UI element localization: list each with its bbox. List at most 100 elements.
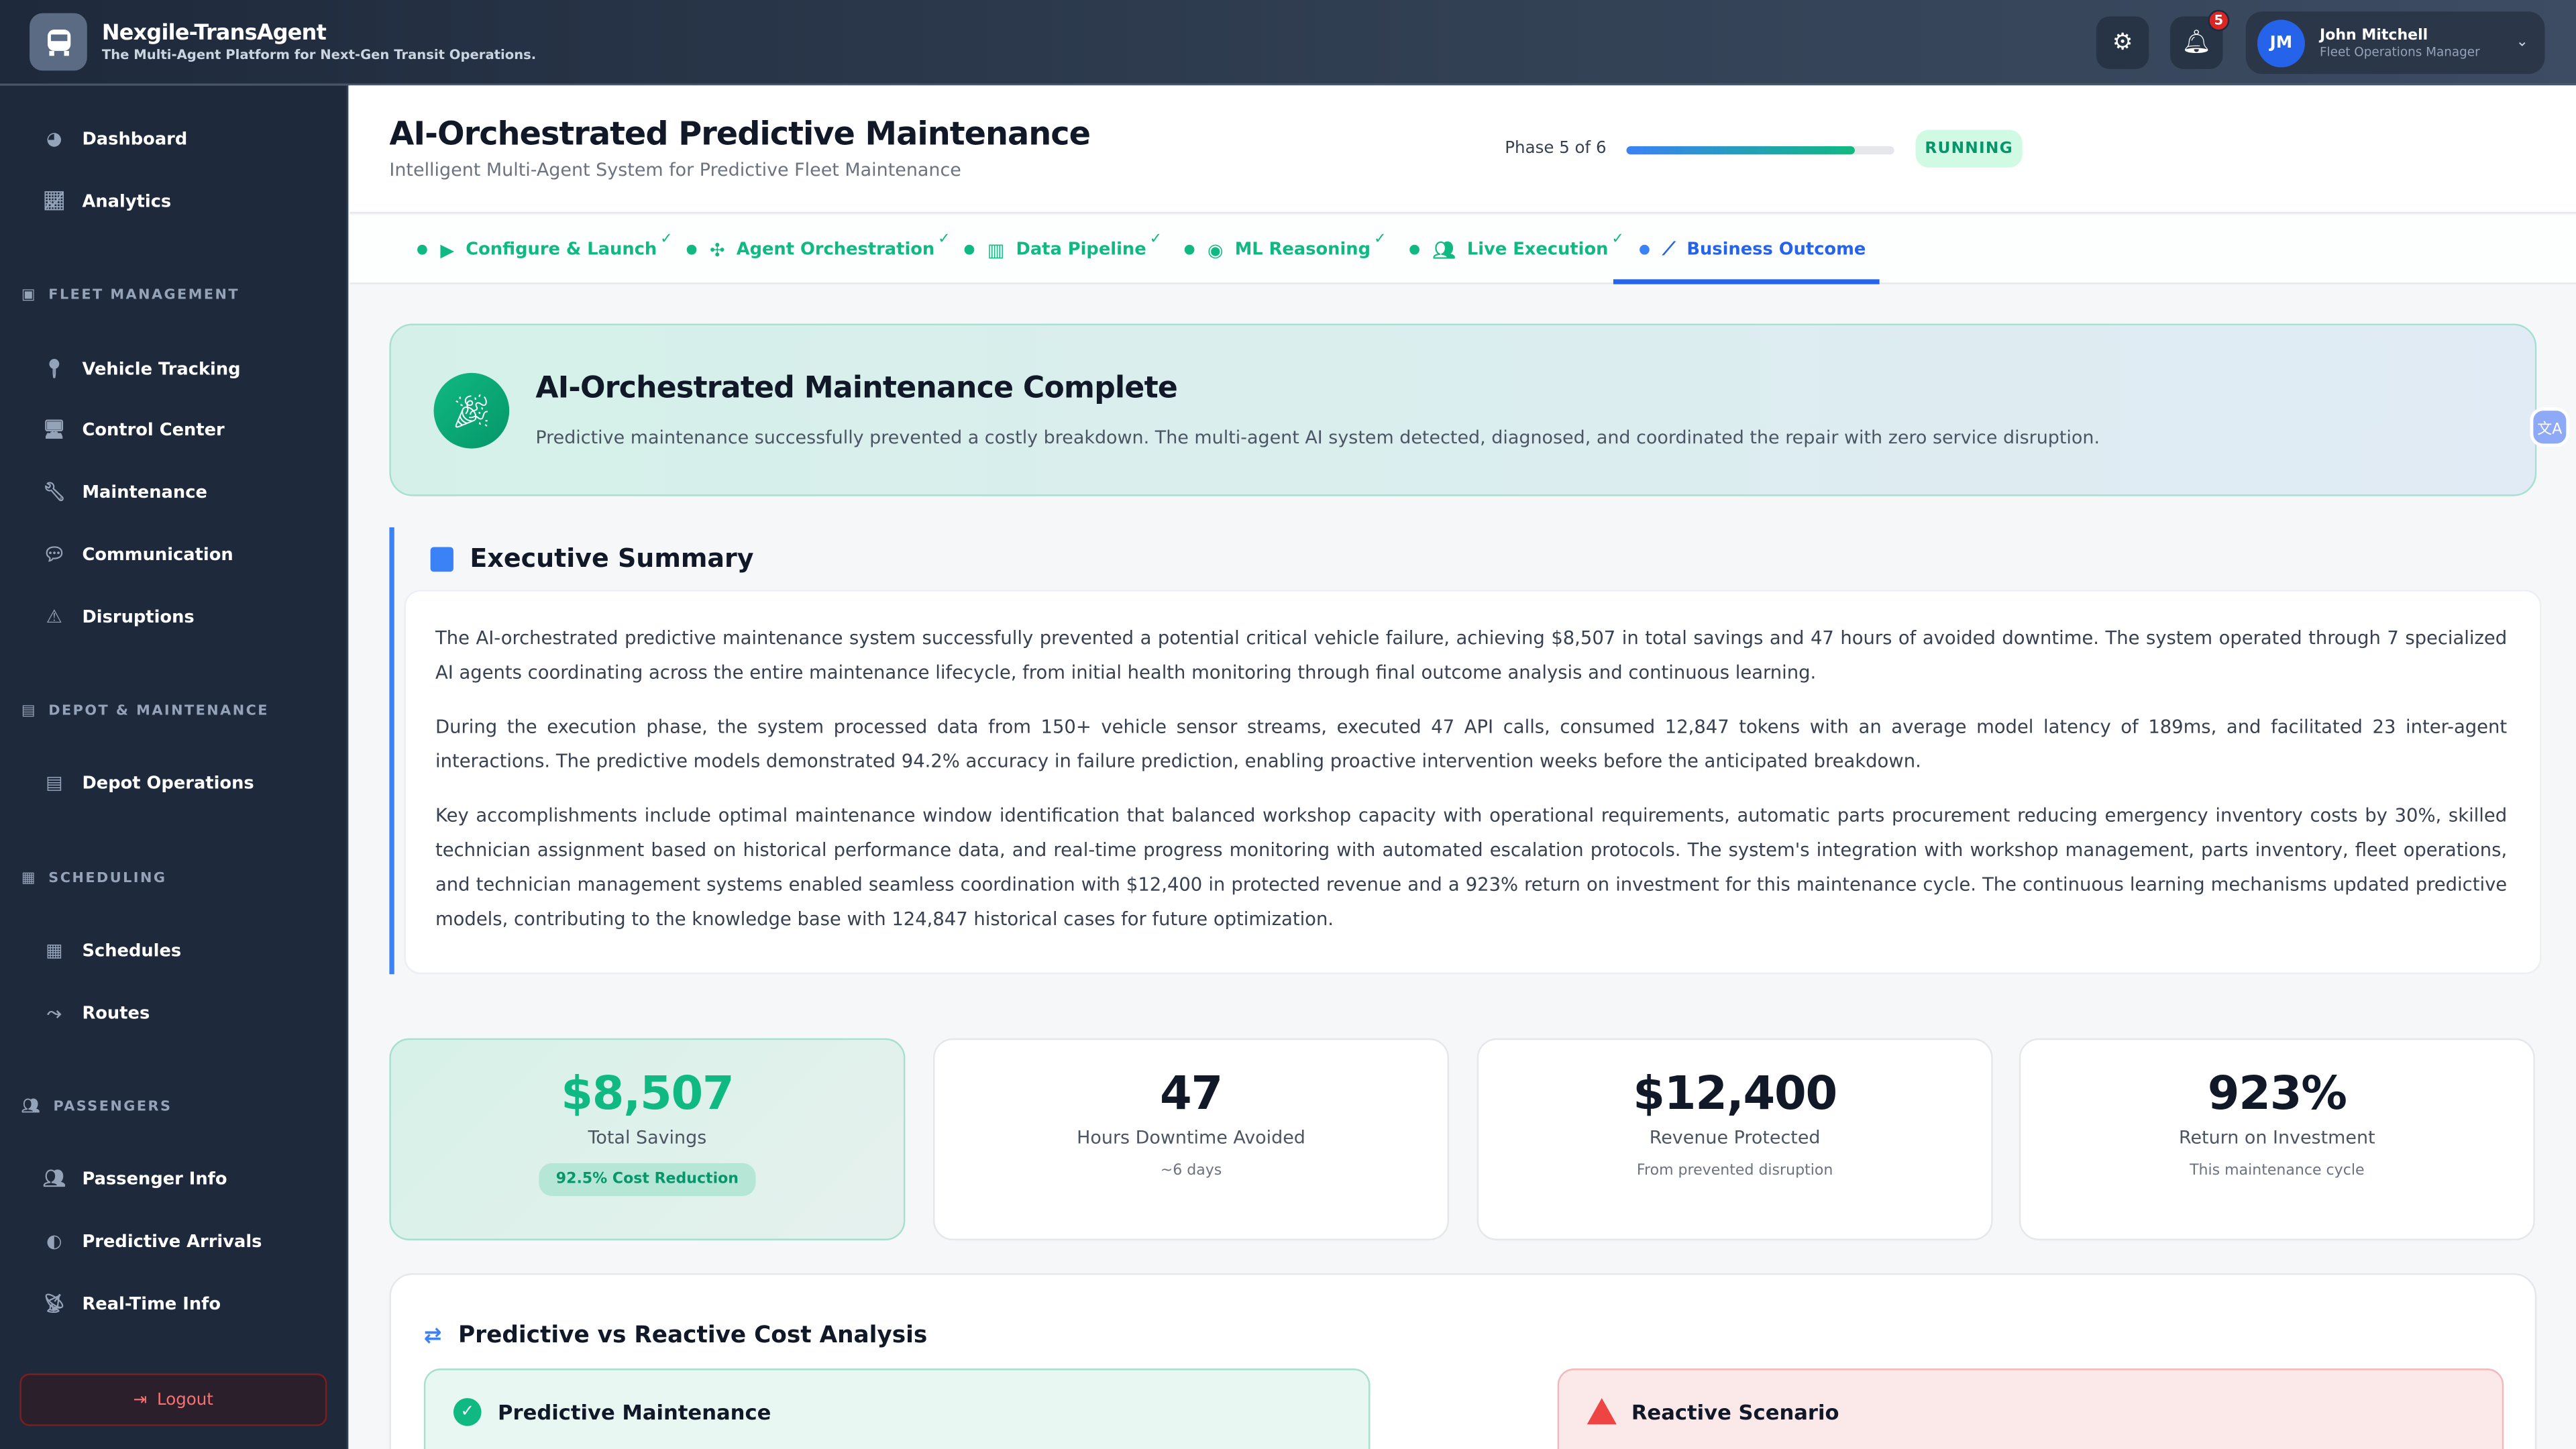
metric-label: Return on Investment — [2178, 1127, 2375, 1148]
section-fleet-management: ▣ FLEET MANAGEMENT — [21, 287, 240, 305]
bus-logo-icon[interactable] — [30, 13, 87, 71]
check-icon: ✓ — [1373, 231, 1387, 248]
check-icon: ✓ — [660, 231, 673, 248]
user-menu[interactable]: JM John Mitchell Fleet Operations Manager… — [2245, 11, 2545, 74]
metric-value: 47 — [1160, 1066, 1223, 1121]
reactive-scenario-card: Reactive Scenario — [1557, 1368, 2504, 1449]
summary-paragraph: Key accomplishments include optimal main… — [435, 805, 2508, 930]
brain-icon: ◐ — [46, 1230, 62, 1252]
brain-icon: ◉ — [1208, 239, 1224, 261]
metric-sub: This maintenance cycle — [2190, 1163, 2365, 1180]
sidebar-item-real-time-info[interactable]: 📡︎ Real-Time Info — [41, 1293, 221, 1314]
metric-sub: From prevented disruption — [1636, 1163, 1833, 1180]
section-title: Executive Summary — [470, 543, 754, 574]
metric-value: $8,507 — [561, 1066, 735, 1121]
tab-data-pipeline[interactable]: ▥ Data Pipeline ✓ — [964, 215, 1162, 284]
phase-tabs: ▶ Configure & Launch ✓ ✣ Agent Orchestratio… — [350, 215, 2576, 284]
logout-button[interactable]: ⇥ Logout — [19, 1373, 327, 1426]
completion-banner: 🎉︎ AI-Orchestrated Maintenance Complete … — [389, 323, 2537, 496]
summary-paragraph: During the execution phase, the system p… — [435, 716, 2508, 773]
sidebar-item-dashboard[interactable]: ◕ Dashboard — [41, 128, 187, 150]
metric-card-roi: 923% Return on Investment This maintenance… — [2019, 1038, 2535, 1240]
comments-icon: 💬︎ — [42, 543, 66, 566]
map-pin-icon: 📍︎ — [42, 358, 66, 380]
users-icon: 👥︎ — [21, 1099, 42, 1116]
phase-label: Phase 5 of 6 — [1505, 140, 1607, 158]
metric-value: $12,400 — [1633, 1066, 1837, 1121]
tab-business-outcome[interactable]: ⟋ Business Outcome — [1640, 215, 1866, 284]
page-subtitle: Intelligent Multi-Agent System for Predi… — [389, 159, 961, 181]
sidebar-item-predictive-arrivals[interactable]: ◐ Predictive Arrivals — [41, 1230, 262, 1252]
card-title: Predictive Maintenance — [498, 1399, 771, 1425]
user-name: John Mitchell — [2319, 27, 2428, 44]
check-circle-icon: ✓ — [453, 1398, 482, 1426]
metric-badge: 92.5% Cost Reduction — [539, 1163, 755, 1196]
card-title: Reactive Scenario — [1631, 1399, 1839, 1424]
tab-ml-reasoning[interactable]: ◉ ML Reasoning ✓ — [1184, 215, 1387, 284]
calendar-check-icon: ▦ — [46, 939, 63, 961]
sidebar-item-label: Analytics — [82, 191, 172, 211]
executive-summary: Executive Summary The AI-orchestrated pr… — [389, 527, 2542, 975]
check-icon: ✓ — [938, 231, 951, 248]
chevron-down-icon: ⌄ — [2516, 34, 2529, 51]
avatar: JM — [2257, 19, 2305, 67]
compare-arrows-icon: ⇄ — [423, 1323, 442, 1348]
sidebar-item-disruptions[interactable]: ⚠︎ Disruptions — [41, 606, 195, 628]
main-content: AI-Orchestrated Predictive Maintenance I… — [350, 85, 2576, 1449]
bus-icon: ▣ — [21, 287, 38, 305]
calendar-icon: ▦ — [21, 870, 38, 888]
users-icon: 👥︎ — [42, 1168, 66, 1190]
banner-title: AI-Orchestrated Maintenance Complete — [535, 371, 1178, 406]
app-name: Nexgile-TransAgent — [101, 21, 327, 46]
sidebar-item-schedules[interactable]: ▦ Schedules — [41, 940, 181, 961]
app-tagline: The Multi-Agent Platform for Next-Gen Tr… — [101, 48, 537, 63]
phase-progress-bar — [1626, 146, 1894, 155]
section-title: Predictive vs Reactive Cost Analysis — [458, 1322, 928, 1349]
tab-configure-launch[interactable]: ▶ Configure & Launch ✓ — [417, 215, 673, 284]
gear-icon: ⚙ — [2112, 30, 2133, 56]
phase-progress-fill — [1626, 146, 1854, 155]
metric-sub: ~6 days — [1160, 1163, 1222, 1180]
file-icon — [430, 546, 453, 572]
active-tab-underline — [1613, 279, 1880, 284]
sidebar-item-depot-operations[interactable]: ▤ Depot Operations — [41, 772, 254, 794]
check-icon: ✓ — [1611, 231, 1624, 248]
user-role: Fleet Operations Manager — [2319, 43, 2480, 58]
metric-label: Hours Downtime Avoided — [1077, 1127, 1305, 1148]
gauge-icon: ◕ — [46, 128, 62, 150]
section-depot-maintenance: ▤ DEPOT & MAINTENANCE — [21, 703, 269, 720]
page-title: AI-Orchestrated Predictive Maintenance — [389, 115, 1091, 153]
sidebar-item-maintenance[interactable]: 🔧︎ Maintenance — [41, 482, 207, 503]
chart-line-icon: 📈︎ — [42, 191, 66, 212]
users-cog-icon: 👥︎ — [1432, 239, 1456, 261]
wrench-icon: 🔧︎ — [42, 481, 66, 503]
section-scheduling: ▦ SCHEDULING — [21, 870, 167, 888]
notifications-button[interactable]: 🔔︎ 5 — [2170, 9, 2230, 69]
network-icon: ✣ — [709, 239, 725, 261]
sign-out-icon: ⇥ — [133, 1391, 148, 1409]
sidebar-item-communication[interactable]: 💬︎ Communication — [41, 544, 233, 566]
warehouse-icon: ▤ — [21, 703, 38, 720]
status-badge: RUNNING — [1915, 129, 2023, 168]
tab-live-execution[interactable]: 👥︎ Live Execution ✓ — [1409, 215, 1624, 284]
broadcast-icon: 📡︎ — [42, 1293, 66, 1315]
sidebar-item-vehicle-tracking[interactable]: 📍︎ Vehicle Tracking — [41, 358, 241, 380]
sidebar-item-passenger-info[interactable]: 👥︎ Passenger Info — [41, 1168, 227, 1189]
tab-agent-orchestration[interactable]: ✣ Agent Orchestration ✓ — [686, 215, 951, 284]
sidebar-item-control-center[interactable]: 🖥︎ Control Center — [41, 419, 225, 440]
trend-sparkle-icon: ⟋ — [1662, 238, 1676, 260]
bell-icon: 🔔︎ — [2182, 30, 2212, 56]
summary-paragraph: The AI-orchestrated predictive maintenan… — [435, 627, 2508, 684]
sidebar-item-routes[interactable]: ⤳ Routes — [41, 1002, 150, 1025]
sidebar-item-analytics[interactable]: 📈︎ Analytics — [41, 191, 172, 212]
top-header: Nexgile-TransAgent The Multi-Agent Platfo… — [0, 0, 2576, 86]
settings-button[interactable]: ⚙ — [2096, 16, 2149, 69]
banner-text: Predictive maintenance successfully prev… — [535, 427, 2100, 449]
metric-label: Revenue Protected — [1649, 1127, 1821, 1148]
translate-icon[interactable]: 文A — [2530, 407, 2570, 447]
notification-badge: 5 — [2208, 9, 2230, 32]
route-icon: ⤳ — [47, 1002, 62, 1024]
warning-icon: ⚠︎ — [46, 606, 62, 628]
metric-card-total-savings: $8,507 Total Savings 92.5% Cost Reduction — [389, 1038, 906, 1240]
metric-label: Total Savings — [588, 1127, 707, 1148]
